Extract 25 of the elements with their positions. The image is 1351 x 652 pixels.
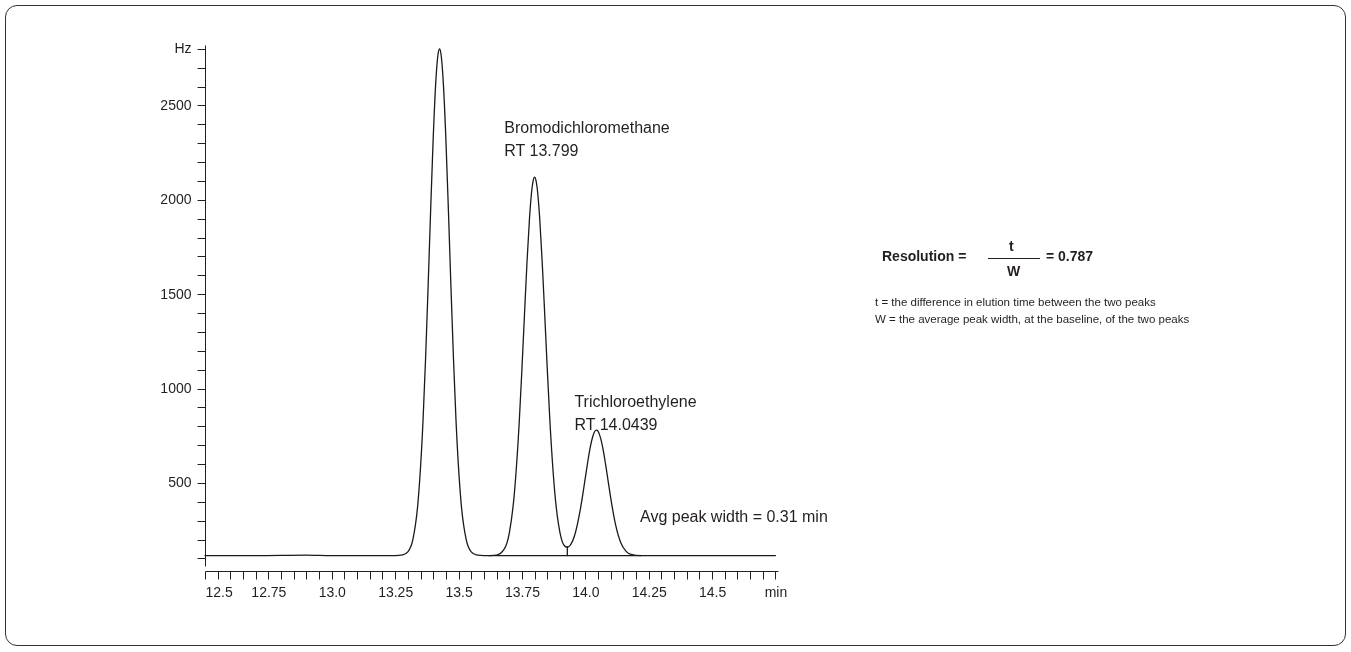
x-tick-label: 13.75 bbox=[504, 583, 541, 600]
y-tick-label: 2500 bbox=[160, 96, 192, 113]
text: t = the difference in elution time between the two peaks bbox=[875, 296, 1156, 308]
text: W = the average peak width, at the baseline, of the two peaks bbox=[875, 313, 1190, 325]
text: W bbox=[1007, 263, 1021, 279]
text: Resolution = bbox=[882, 248, 967, 264]
y-tick-label: 500 bbox=[168, 474, 192, 491]
x-tick-label: 12.75 bbox=[251, 583, 287, 600]
x-tick-label: 14.5 bbox=[698, 583, 727, 600]
x-tick-label: 13.0 bbox=[318, 583, 347, 600]
x-tick-label: 14.0 bbox=[572, 583, 600, 600]
annotation: Trichloroethylene RT 14.0439 bbox=[574, 393, 697, 434]
x-tick-label: min bbox=[764, 583, 788, 600]
y-tick-label: 1500 bbox=[160, 285, 192, 302]
y-tick-label: 2000 bbox=[160, 191, 192, 208]
text: t bbox=[1009, 238, 1014, 254]
x-tick-label: 14.25 bbox=[631, 583, 667, 600]
x-tick-label: 12.5 bbox=[205, 583, 233, 600]
annotation: Bromodichloromethane RT 13.799 bbox=[504, 119, 670, 160]
text: = 0.787 bbox=[1046, 248, 1094, 264]
y-tick-label: Hz bbox=[174, 40, 192, 57]
x-tick-label: 13.5 bbox=[445, 583, 473, 600]
y-tick-label: 1000 bbox=[160, 380, 192, 397]
x-tick-label: 13.25 bbox=[378, 583, 414, 600]
annotation: Avg peak width = 0.31 min bbox=[640, 508, 828, 526]
